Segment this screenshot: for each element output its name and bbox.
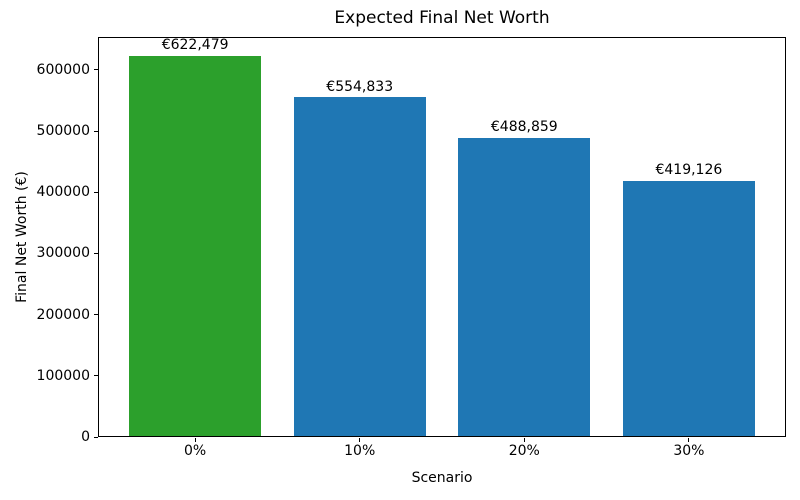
x-tick-mark — [688, 438, 690, 442]
bar — [623, 180, 755, 437]
y-tick-label: 300000 — [36, 245, 90, 262]
bar — [129, 56, 261, 437]
bar — [293, 97, 426, 437]
y-tick-label: 100000 — [36, 367, 90, 384]
x-tick-mark — [523, 438, 525, 442]
x-tick-label: 20% — [508, 443, 540, 459]
x-axis-label: Scenario — [411, 470, 473, 486]
y-tick-mark — [94, 375, 98, 377]
y-tick-mark — [94, 130, 98, 132]
y-tick-mark — [94, 436, 98, 438]
bar-value-label: €554,833 — [326, 78, 394, 95]
y-tick-mark — [94, 69, 98, 71]
y-tick-label: 500000 — [36, 123, 90, 139]
y-tick-label: 0 — [81, 429, 90, 445]
x-tick-label: 30% — [673, 443, 705, 459]
y-axis-label: Final Net Worth (€) — [14, 171, 30, 303]
plot-area: 0 100000 200000 300000 400000 500000 600000 €62… — [37, 37, 786, 458]
chart-title: Expected Final Net Worth — [334, 8, 550, 28]
y-tick-label: 200000 — [36, 306, 90, 323]
bar-value-label: €419,126 — [655, 161, 723, 178]
x-tick-mark — [359, 438, 361, 442]
x-tick-mark — [194, 438, 196, 442]
x-tick-label: 0% — [184, 443, 207, 459]
y-tick-mark — [94, 252, 98, 254]
y-tick-label: 400000 — [36, 184, 90, 201]
y-tick-mark — [94, 191, 98, 193]
x-tick-label: 10% — [344, 443, 376, 459]
bar-value-label: €488,859 — [490, 119, 558, 136]
bar-value-label: €622,479 — [161, 37, 229, 54]
y-tick-mark — [94, 314, 98, 316]
bar — [458, 137, 591, 437]
y-tick-label: 600000 — [36, 61, 90, 78]
